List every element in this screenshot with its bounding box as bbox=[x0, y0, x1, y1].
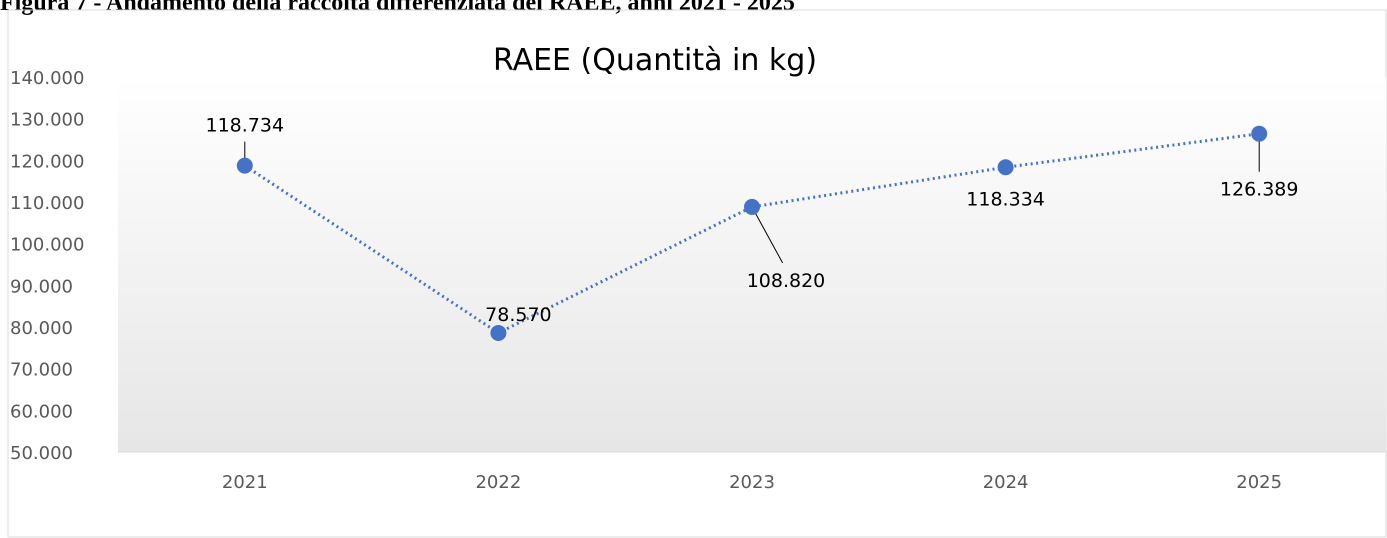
marker bbox=[490, 324, 507, 341]
data-label: 108.820 bbox=[747, 270, 826, 292]
leader-line bbox=[751, 206, 784, 264]
data-label: 126.389 bbox=[1220, 179, 1299, 201]
y-tick-label: 120.000 bbox=[10, 151, 84, 172]
x-tick-label: 2025 bbox=[1236, 472, 1282, 493]
marker bbox=[236, 157, 253, 174]
y-tick-label: 90.000 bbox=[10, 276, 73, 297]
y-tick-label: 100.000 bbox=[10, 235, 84, 256]
y-tick-label: 130.000 bbox=[10, 110, 84, 131]
x-tick-label: 2021 bbox=[222, 472, 268, 493]
data-label: 118.734 bbox=[206, 115, 285, 137]
y-tick-label: 70.000 bbox=[10, 360, 73, 381]
data-label: 78.570 bbox=[485, 304, 551, 326]
y-tick-label: 110.000 bbox=[10, 193, 84, 214]
y-tick-label: 140.000 bbox=[10, 68, 84, 89]
data-label: 118.334 bbox=[966, 188, 1045, 210]
heading: Figura 7 - Andamento della raccolta diff… bbox=[0, 0, 795, 16]
x-tick-label: 2023 bbox=[729, 472, 775, 493]
marker bbox=[997, 159, 1014, 176]
marker bbox=[744, 198, 760, 215]
marker bbox=[1251, 125, 1268, 142]
plot-background bbox=[118, 77, 1386, 452]
x-tick-label: 2024 bbox=[983, 472, 1029, 493]
y-tick-label: 60.000 bbox=[10, 401, 73, 422]
x-tick-label: 2022 bbox=[475, 472, 521, 493]
chart-title: RAEE (Quantità in kg) bbox=[493, 43, 817, 78]
y-tick-label: 80.000 bbox=[10, 318, 73, 339]
y-tick-label: 50.000 bbox=[10, 443, 73, 464]
